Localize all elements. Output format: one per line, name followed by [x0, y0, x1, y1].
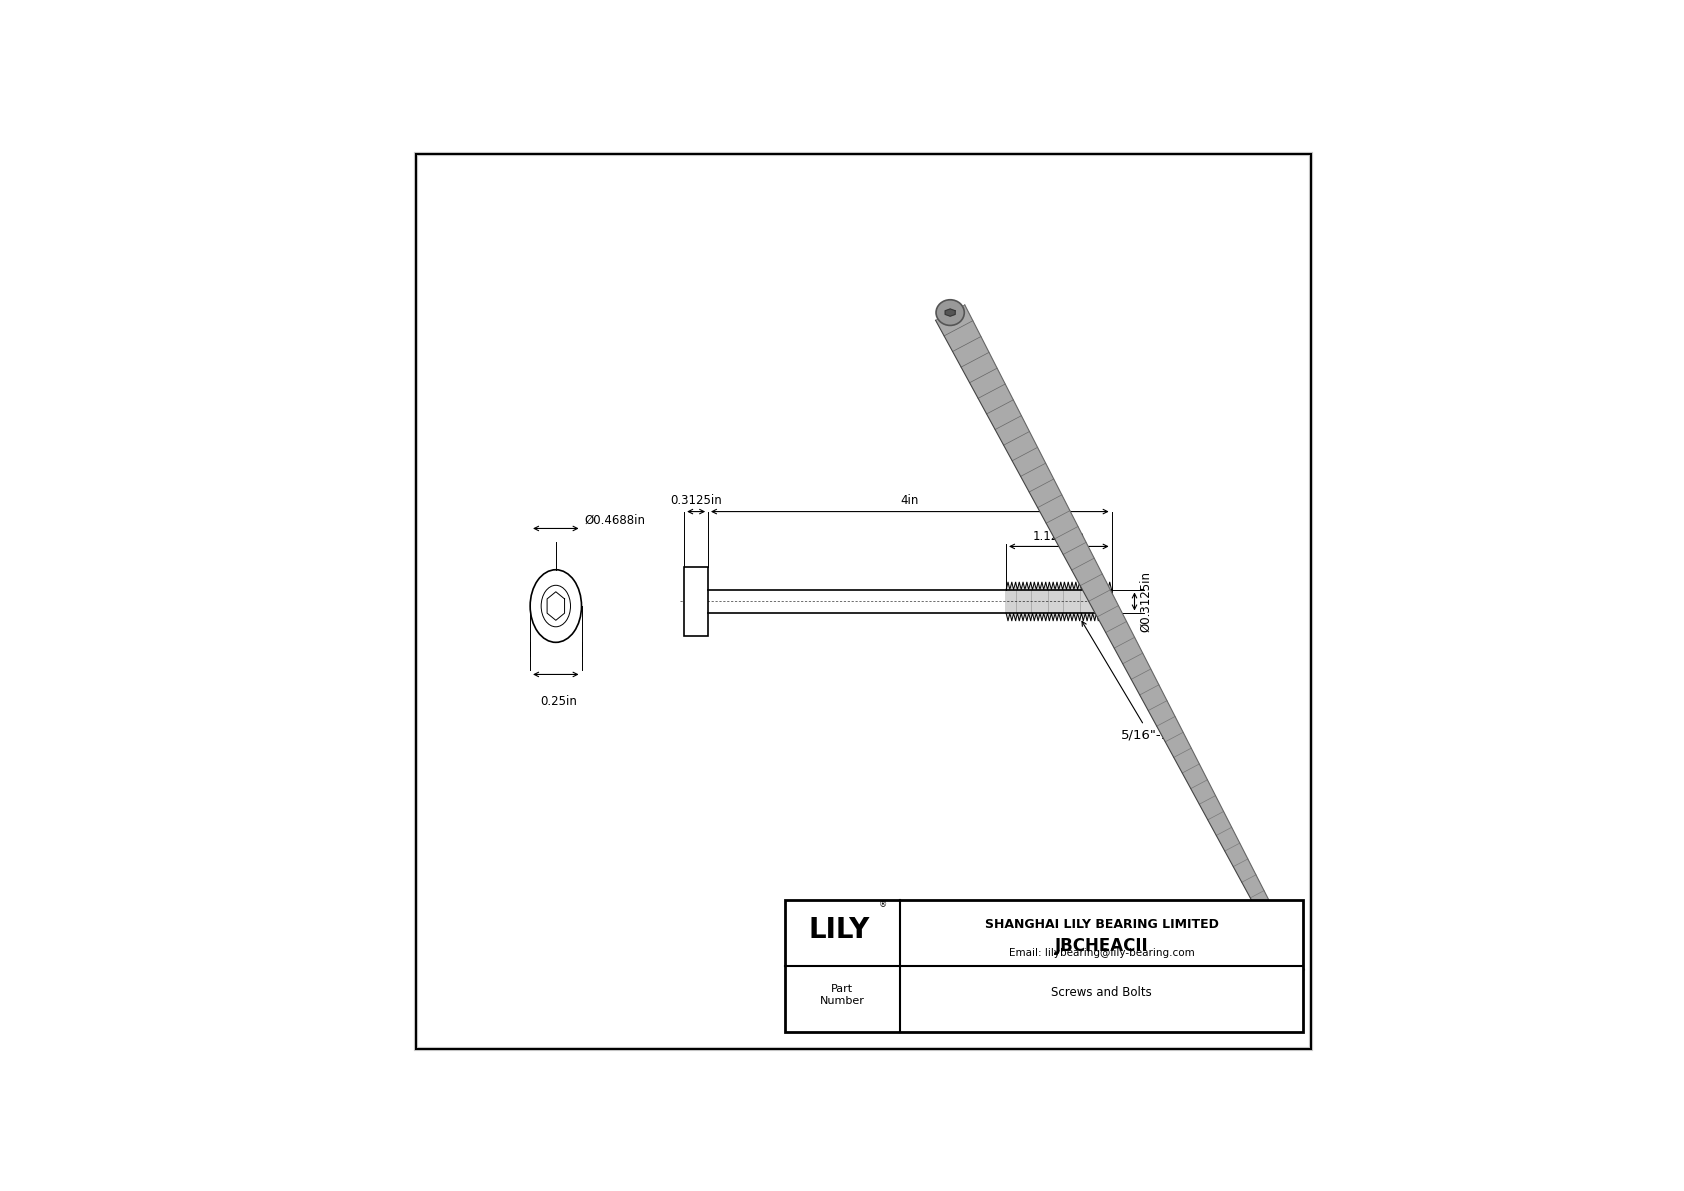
Text: 0.25in: 0.25in [541, 694, 578, 707]
Polygon shape [948, 311, 1300, 973]
Text: Ø0.3125in: Ø0.3125in [1138, 570, 1152, 632]
Text: SHANGHAI LILY BEARING LIMITED: SHANGHAI LILY BEARING LIMITED [985, 918, 1219, 931]
Text: Part
Number: Part Number [820, 985, 866, 1006]
Text: Email: lilybearing@lily-bearing.com: Email: lilybearing@lily-bearing.com [1009, 948, 1194, 958]
Polygon shape [684, 567, 707, 636]
Text: 1.1297in: 1.1297in [1032, 530, 1084, 543]
Text: 4in: 4in [901, 494, 919, 507]
Polygon shape [785, 899, 1303, 1033]
Ellipse shape [1297, 971, 1302, 975]
Text: 5/16"-18: 5/16"-18 [1083, 622, 1179, 741]
Ellipse shape [530, 569, 581, 642]
Polygon shape [936, 305, 1305, 975]
Text: 0.3125in: 0.3125in [670, 494, 722, 507]
Text: LILY: LILY [808, 916, 869, 944]
Ellipse shape [936, 300, 965, 325]
Polygon shape [943, 308, 1302, 974]
Text: Screws and Bolts: Screws and Bolts [1051, 986, 1152, 999]
Text: JBCHEACII: JBCHEACII [1054, 937, 1148, 955]
Text: Ø0.4688in: Ø0.4688in [584, 513, 645, 526]
Ellipse shape [541, 585, 571, 626]
Polygon shape [945, 308, 955, 316]
Polygon shape [938, 306, 1303, 975]
Polygon shape [945, 310, 1300, 974]
Text: ®: ® [879, 900, 887, 909]
Polygon shape [940, 307, 1302, 975]
